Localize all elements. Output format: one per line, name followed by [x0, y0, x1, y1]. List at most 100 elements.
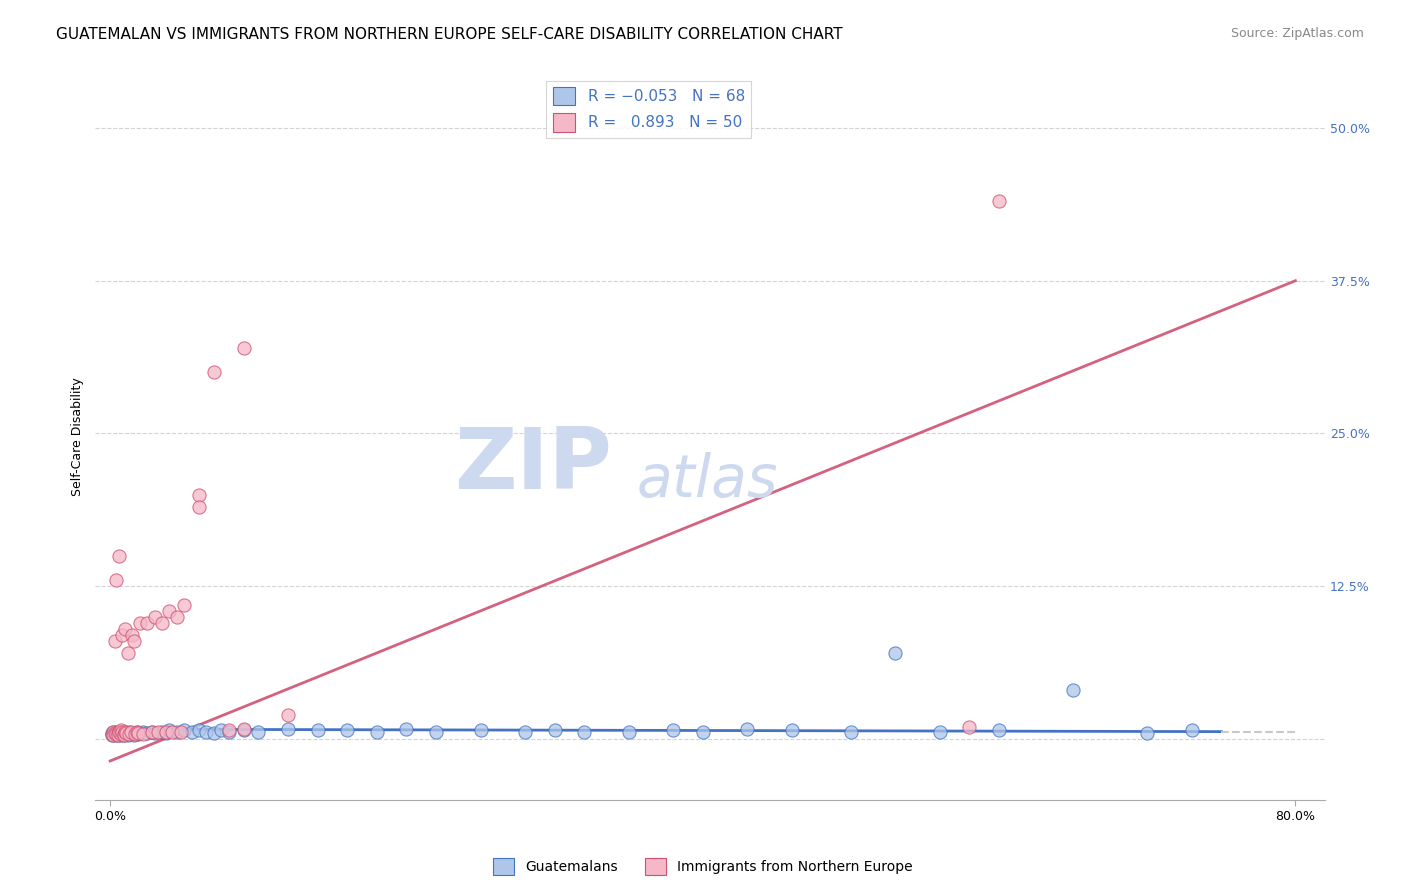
Point: [105, 727, 128, 741]
Point: [112, 726, 135, 740]
Point: [232, 722, 254, 736]
Point: [173, 723, 195, 738]
Point: [617, 724, 640, 739]
Point: [104, 728, 127, 742]
Point: [107, 728, 129, 742]
Point: [155, 726, 177, 740]
Point: [101, 728, 124, 742]
Point: [122, 634, 145, 648]
Point: [105, 727, 128, 741]
Point: [118, 727, 141, 741]
Point: [114, 727, 136, 741]
Point: [159, 723, 181, 738]
Point: [124, 727, 146, 741]
Point: [543, 723, 565, 738]
Point: [124, 726, 146, 740]
Text: GUATEMALAN VS IMMIGRANTS FROM NORTHERN EUROPE SELF-CARE DISABILITY CORRELATION C: GUATEMALAN VS IMMIGRANTS FROM NORTHERN E…: [56, 27, 842, 42]
Point: [232, 341, 254, 355]
Point: [114, 622, 136, 636]
Point: [120, 726, 142, 740]
Point: [108, 724, 131, 739]
Legend: R = −0.053   N = 68, R =   0.893   N = 50: R = −0.053 N = 68, R = 0.893 N = 50: [547, 80, 751, 137]
Point: [128, 615, 150, 630]
Point: [143, 726, 166, 740]
Point: [108, 724, 131, 739]
Point: [662, 723, 685, 738]
Point: [108, 727, 131, 741]
Point: [209, 723, 232, 738]
Point: [100, 726, 122, 740]
Point: [188, 500, 211, 514]
Point: [117, 728, 139, 742]
Point: [425, 724, 447, 739]
Point: [141, 724, 163, 739]
Point: [166, 724, 188, 739]
Point: [118, 724, 141, 739]
Point: [188, 487, 211, 501]
Point: [105, 573, 128, 587]
Point: [112, 728, 135, 742]
Point: [247, 724, 270, 739]
Point: [132, 724, 155, 739]
Point: [155, 724, 177, 739]
Point: [125, 724, 148, 739]
Point: [132, 727, 155, 741]
Point: [195, 724, 218, 739]
Point: [115, 726, 138, 740]
Point: [202, 726, 225, 740]
Text: atlas: atlas: [637, 451, 778, 508]
Point: [959, 720, 981, 734]
Point: [117, 647, 139, 661]
Point: [100, 728, 122, 742]
Point: [395, 722, 418, 736]
Point: [150, 615, 173, 630]
Point: [111, 724, 134, 739]
Point: [105, 724, 128, 739]
Point: [513, 724, 536, 739]
Point: [1181, 723, 1204, 738]
Point: [202, 365, 225, 379]
Point: [188, 723, 211, 738]
Point: [574, 724, 596, 739]
Point: [735, 722, 758, 736]
Point: [121, 628, 143, 642]
Point: [839, 724, 862, 739]
Point: [115, 726, 138, 740]
Point: [110, 728, 132, 742]
Point: [110, 723, 132, 738]
Point: [173, 598, 195, 612]
Point: [141, 724, 163, 739]
Point: [232, 723, 254, 738]
Point: [125, 724, 148, 739]
Point: [104, 726, 127, 740]
Point: [336, 723, 359, 738]
Point: [307, 723, 329, 738]
Point: [110, 727, 132, 741]
Point: [470, 723, 492, 738]
Point: [159, 604, 181, 618]
Point: [277, 722, 299, 736]
Point: [111, 727, 134, 741]
Point: [100, 727, 122, 741]
Point: [218, 724, 240, 739]
Point: [136, 615, 159, 630]
Point: [127, 727, 149, 741]
Point: [101, 727, 124, 741]
Point: [110, 726, 132, 740]
Point: [180, 724, 202, 739]
Point: [780, 723, 803, 738]
Point: [101, 724, 124, 739]
Point: [170, 724, 193, 739]
Point: [928, 724, 950, 739]
Point: [1062, 683, 1084, 698]
Point: [104, 634, 127, 648]
Point: [128, 726, 150, 740]
Point: [692, 724, 714, 739]
Point: [277, 707, 299, 722]
Point: [162, 724, 184, 739]
Text: Source: ZipAtlas.com: Source: ZipAtlas.com: [1230, 27, 1364, 40]
Point: [107, 728, 129, 742]
Point: [136, 726, 159, 740]
Legend: Guatemalans, Immigrants from Northern Europe: Guatemalans, Immigrants from Northern Eu…: [488, 853, 918, 880]
Point: [218, 723, 240, 738]
